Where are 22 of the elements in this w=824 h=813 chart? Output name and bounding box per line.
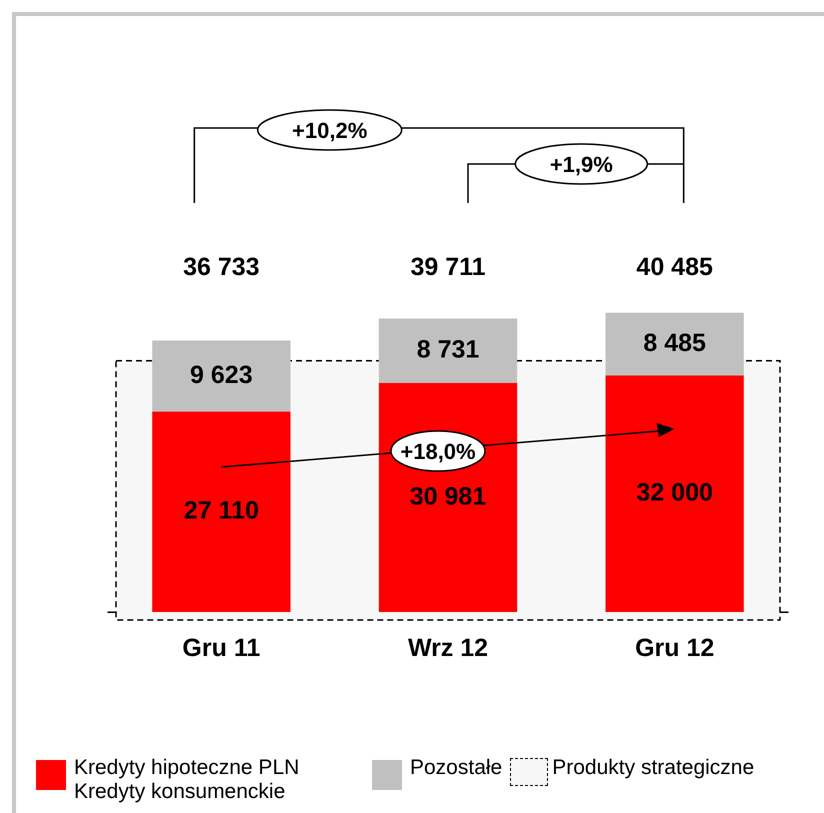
- total-label: 39 711: [410, 252, 486, 281]
- annotation: +18,0%: [400, 439, 476, 464]
- legend-label: Kredyty hipoteczne PLN Kredyty konsumenckie: [74, 756, 300, 804]
- x-tick-label: Gru 12: [635, 634, 714, 662]
- data-label: 27 110: [184, 496, 259, 525]
- total-label: 40 485: [636, 252, 713, 281]
- data-label: 9 623: [190, 360, 253, 389]
- legend-label: Produkty strategiczne: [552, 756, 754, 780]
- bar: [152, 412, 290, 612]
- bar: [378, 318, 518, 384]
- bar: [152, 340, 290, 412]
- data-label: 30 981: [410, 482, 486, 510]
- bar: [606, 376, 744, 612]
- bar: [378, 383, 518, 612]
- data-label: 8 485: [643, 329, 706, 358]
- data-label: 8 731: [416, 336, 480, 364]
- data-label: 32 000: [636, 478, 713, 507]
- total-label: 36 733: [183, 252, 260, 281]
- bar: [606, 312, 744, 376]
- x-tick-label: Wrz 12: [408, 634, 488, 662]
- x-tick-label: Gru 11: [182, 634, 260, 662]
- legend-label: Pozostałe: [410, 756, 502, 780]
